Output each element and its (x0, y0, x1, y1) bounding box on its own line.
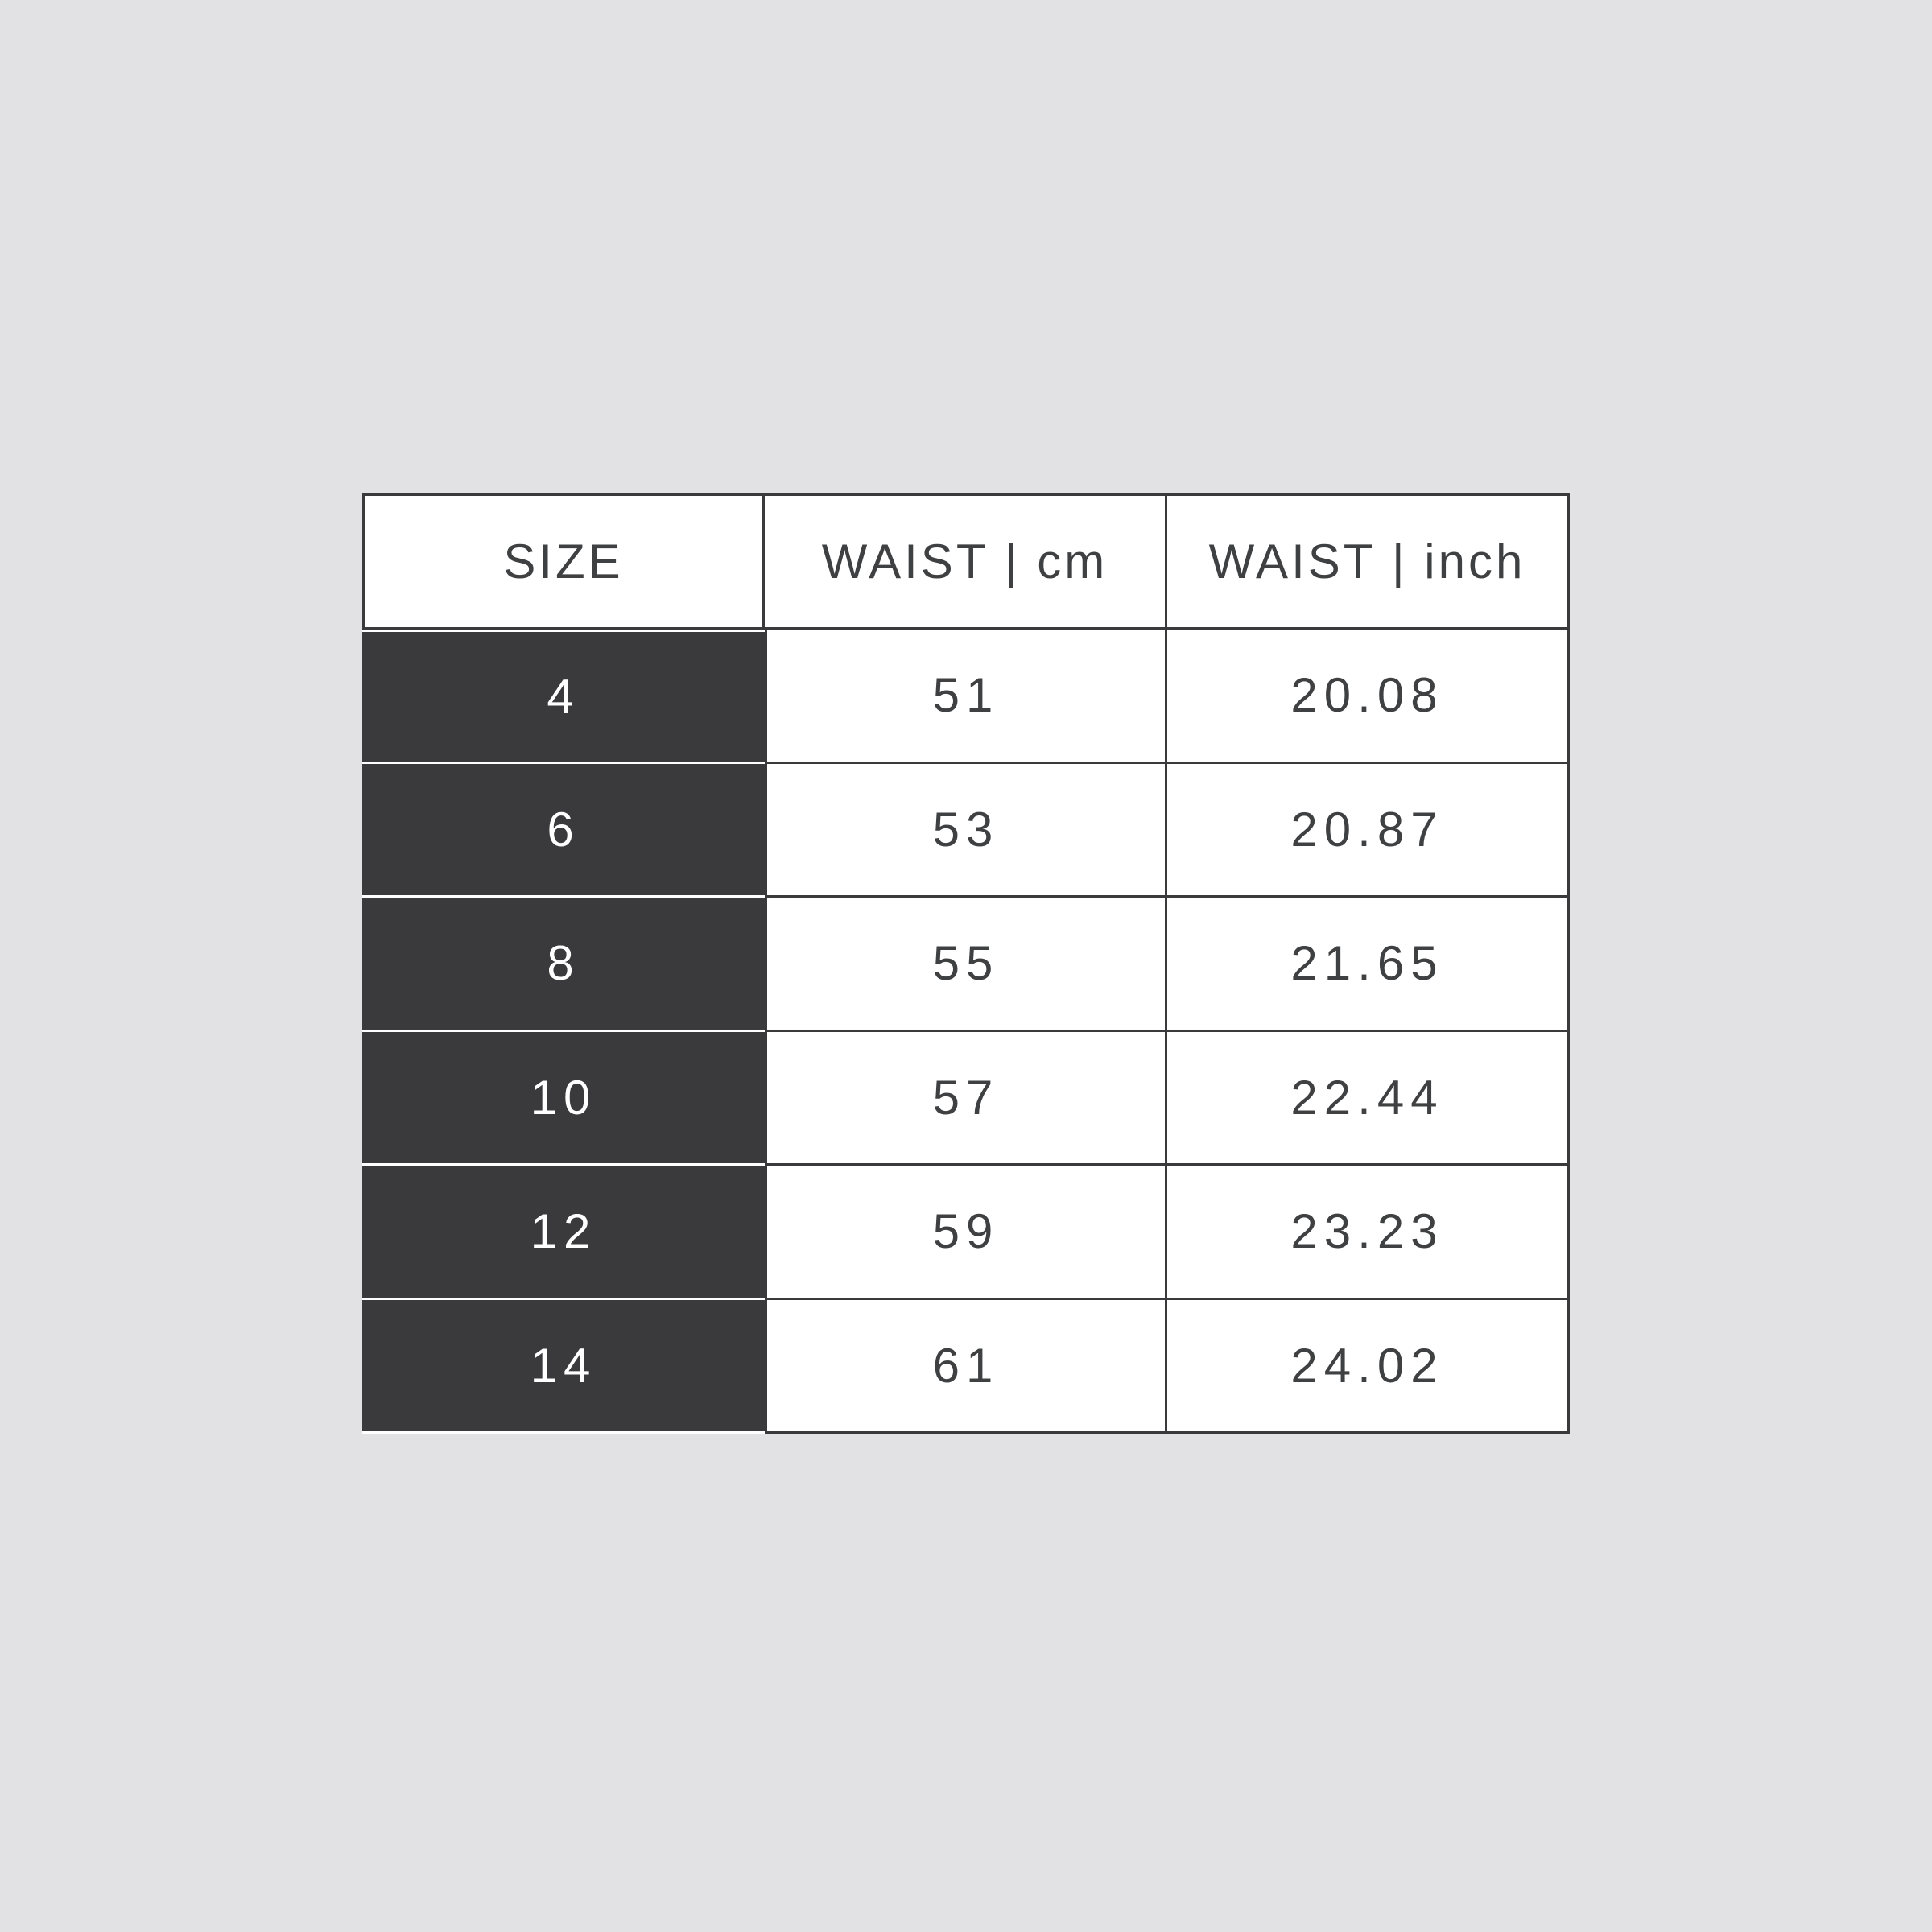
waist-cm-cell: 57 (765, 1031, 1167, 1166)
col-header-waist-inch: WAIST | inch (1167, 493, 1570, 630)
size-cell: 10 (362, 1031, 765, 1166)
col-header-size: SIZE (362, 493, 765, 630)
waist-inch-cell: 20.87 (1167, 763, 1570, 898)
size-cell: 4 (362, 630, 765, 764)
waist-cm-cell: 51 (765, 630, 1167, 764)
col-header-waist-cm: WAIST | cm (765, 493, 1167, 630)
waist-inch-cell: 23.23 (1167, 1166, 1570, 1300)
waist-cm-cell: 59 (765, 1166, 1167, 1300)
size-cell: 14 (362, 1299, 765, 1434)
waist-cm-cell: 55 (765, 898, 1167, 1032)
waist-cm-cell: 53 (765, 763, 1167, 898)
size-table: SIZE WAIST | cm WAIST | inch 4 51 20.08 … (362, 493, 1570, 1434)
size-cell: 12 (362, 1166, 765, 1300)
waist-inch-cell: 21.65 (1167, 898, 1570, 1032)
waist-inch-cell: 24.02 (1167, 1299, 1570, 1434)
size-cell: 8 (362, 898, 765, 1032)
waist-cm-cell: 61 (765, 1299, 1167, 1434)
waist-inch-cell: 22.44 (1167, 1031, 1570, 1166)
size-cell: 6 (362, 763, 765, 898)
waist-inch-cell: 20.08 (1167, 630, 1570, 764)
